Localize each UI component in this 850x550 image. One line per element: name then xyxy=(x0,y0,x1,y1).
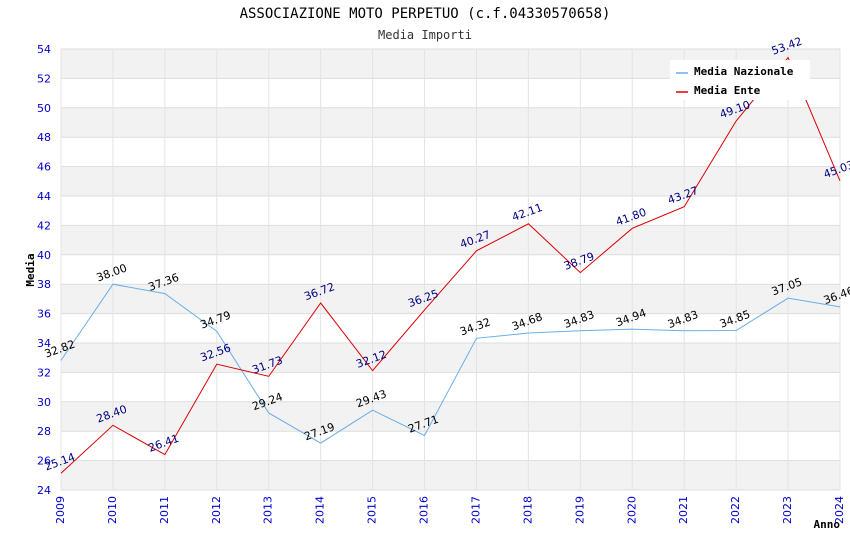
y-tick-label: 24 xyxy=(37,484,51,497)
grid-band xyxy=(61,460,840,490)
grid-band xyxy=(61,431,840,461)
y-tick-label: 54 xyxy=(37,43,51,56)
y-tick-label: 42 xyxy=(37,219,51,232)
chart-title: ASSOCIAZIONE MOTO PERPETUO (c.f.04330570… xyxy=(240,6,611,22)
x-tick-label: 2024 xyxy=(833,496,846,524)
y-tick-label: 44 xyxy=(37,190,51,203)
grid-band xyxy=(61,137,840,167)
y-tick-label: 28 xyxy=(37,425,51,438)
x-tick-label: 2020 xyxy=(625,496,638,524)
x-tick-label: 2011 xyxy=(158,496,171,524)
x-tick-label: 2021 xyxy=(677,496,690,524)
x-tick-label: 2018 xyxy=(521,496,534,524)
y-tick-label: 32 xyxy=(37,366,51,379)
grid-band xyxy=(61,166,840,196)
grid-band xyxy=(61,254,840,285)
grid-band xyxy=(61,196,840,226)
y-tick-label: 38 xyxy=(37,278,51,291)
x-tick-label: 2023 xyxy=(781,496,794,524)
series-line-media-ente xyxy=(60,56,841,474)
x-axis-ticks: 2009 2010 2011 2012 2013 2014 2015 2016 2017 2018… xyxy=(54,496,846,524)
y-tick-label: 36 xyxy=(37,308,51,321)
x-tick-label: 2009 xyxy=(54,496,67,524)
grid-band xyxy=(61,107,840,138)
legend-entry-media-nazionale: Media Nazionale xyxy=(694,65,794,78)
grid-band xyxy=(61,284,840,314)
y-tick-label: 50 xyxy=(37,102,51,115)
legend-box xyxy=(670,60,810,100)
chart-subtitle: Media Importi xyxy=(378,28,472,42)
x-axis-label: Anno xyxy=(814,518,841,531)
y-tick-label: 34 xyxy=(37,337,51,350)
grid-band xyxy=(61,225,840,255)
x-tick-label: 2010 xyxy=(106,496,119,524)
series-line-media-nazionale xyxy=(60,283,841,444)
plot-bands xyxy=(61,49,840,490)
grid-band xyxy=(61,313,840,343)
legend: Media Nazionale Media Ente xyxy=(670,60,810,100)
x-tick-label: 2013 xyxy=(262,496,275,524)
x-tick-label: 2022 xyxy=(729,496,742,524)
y-axis-ticks: 24 26 28 30 32 34 36 38 40 42 44 46 48 50 52 54 xyxy=(37,43,51,497)
x-tick-label: 2016 xyxy=(418,496,431,524)
x-tick-label: 2012 xyxy=(210,496,223,524)
y-tick-label: 26 xyxy=(37,455,51,468)
grid-band xyxy=(61,401,840,432)
x-tick-label: 2017 xyxy=(469,496,482,524)
y-axis-label: Media xyxy=(24,253,37,286)
x-tick-label: 2019 xyxy=(573,496,586,524)
grid-lines xyxy=(60,48,841,491)
legend-entry-media-ente: Media Ente xyxy=(694,84,761,97)
x-tick-label: 2014 xyxy=(314,496,327,524)
x-tick-label: 2015 xyxy=(366,496,379,524)
y-tick-label: 52 xyxy=(37,72,51,85)
y-tick-label: 46 xyxy=(37,161,51,174)
y-tick-label: 48 xyxy=(37,131,51,144)
series-layer xyxy=(60,56,841,474)
y-tick-label: 40 xyxy=(37,249,51,262)
y-tick-label: 30 xyxy=(37,396,51,409)
grid-band xyxy=(61,343,840,373)
